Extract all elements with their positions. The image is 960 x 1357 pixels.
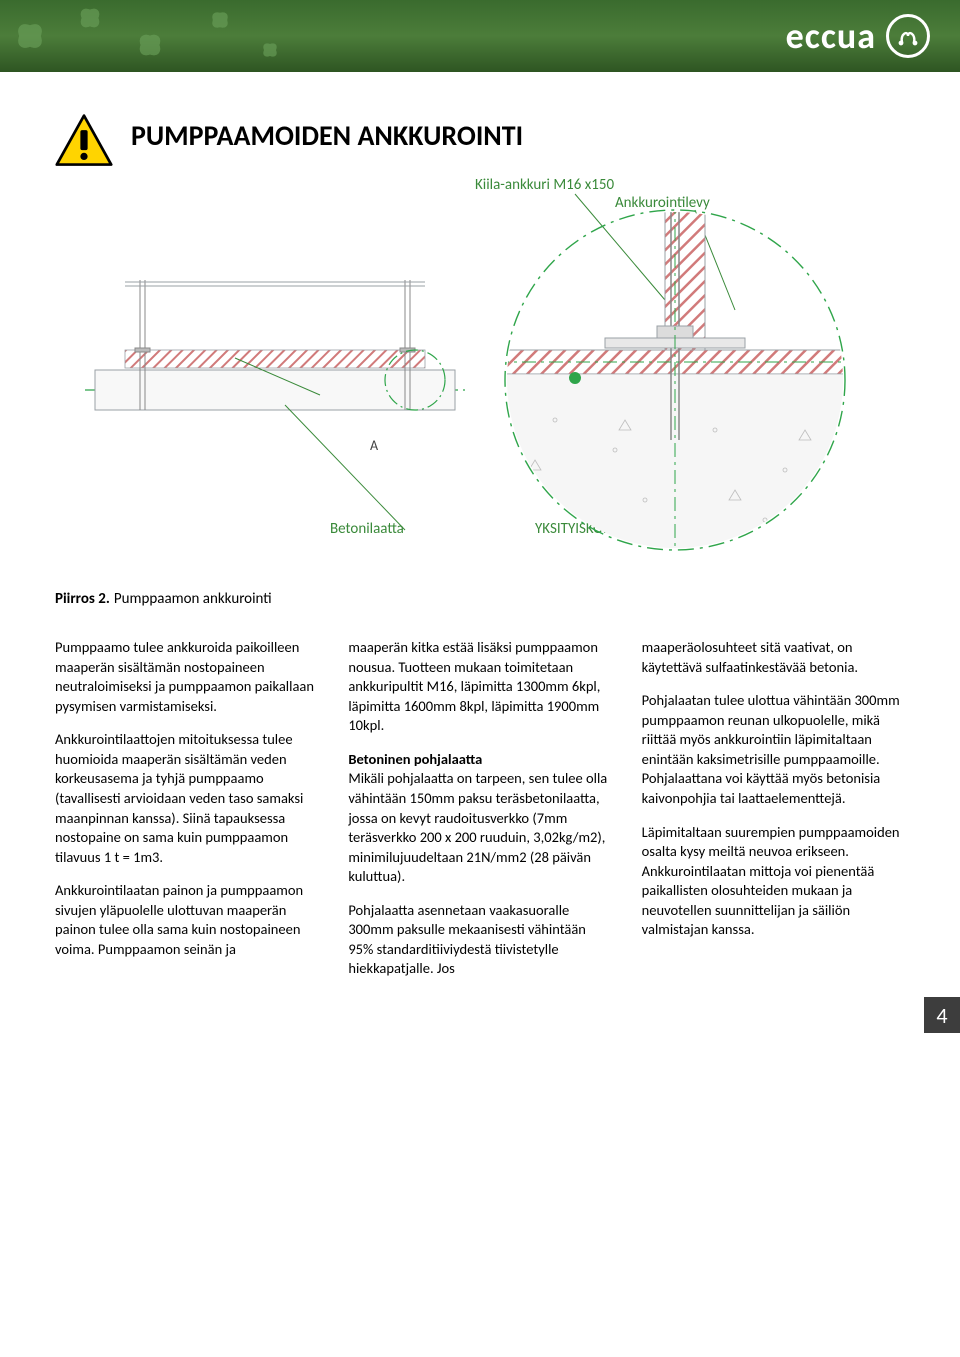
detail-marker-a: A: [370, 437, 379, 454]
c1-p2: Ankkurointilaattojen mitoituksessa tulee…: [55, 730, 318, 867]
figure-caption: Piirros 2. Pumppaamon ankkurointi: [55, 590, 905, 608]
c2-p1: maaperän kitka estää lisäksi pumppaamon …: [348, 638, 611, 736]
c2-p2: Mikäli pohjalaatta on tarpeen, sen tulee…: [348, 769, 607, 885]
c3-p1: maaperäolosuhteet sitä vaativat, on käyt…: [642, 638, 905, 677]
column-3: maaperäolosuhteet sitä vaativat, on käyt…: [642, 638, 905, 993]
column-2: maaperän kitka estää lisäksi pumppaamon …: [348, 638, 611, 993]
c2-subhead: Betoninen pohjalaatta: [348, 750, 482, 768]
c3-p2: Pohjalaatan tulee ulottua vähintään 300m…: [642, 691, 905, 808]
c3-p3: Läpimitaltaan suurempien pumppaamoiden o…: [642, 823, 905, 940]
c2-p3: Pohjalaatta asennetaan vaakasuoralle 300…: [348, 901, 611, 979]
page-title: PUMPPAAMOIDEN ANKKUROINTI: [131, 118, 523, 153]
brand-badge-icon: [886, 14, 930, 58]
brand-name: eccua: [786, 14, 876, 58]
column-1: Pumppaamo tulee ankkuroida paikoilleen m…: [55, 638, 318, 993]
c1-p1: Pumppaamo tulee ankkuroida paikoilleen m…: [55, 638, 318, 716]
c1-p3: Ankkurointilaatan painon ja pumppaamon s…: [55, 881, 318, 959]
figure-number: Piirros 2.: [55, 590, 110, 608]
figure-text: Pumppaamon ankkurointi: [114, 590, 272, 608]
header-pattern-decoration: [0, 0, 320, 72]
warning-icon: [55, 112, 113, 170]
brand-logo: eccua: [786, 14, 930, 58]
page-number: 4: [924, 997, 960, 1033]
anchoring-diagram: Kiila-ankkuri M16 x150 Ankkurointilevy P…: [55, 180, 905, 580]
body-columns: Pumppaamo tulee ankkuroida paikoilleen m…: [55, 638, 905, 993]
header-banner: eccua: [0, 0, 960, 72]
